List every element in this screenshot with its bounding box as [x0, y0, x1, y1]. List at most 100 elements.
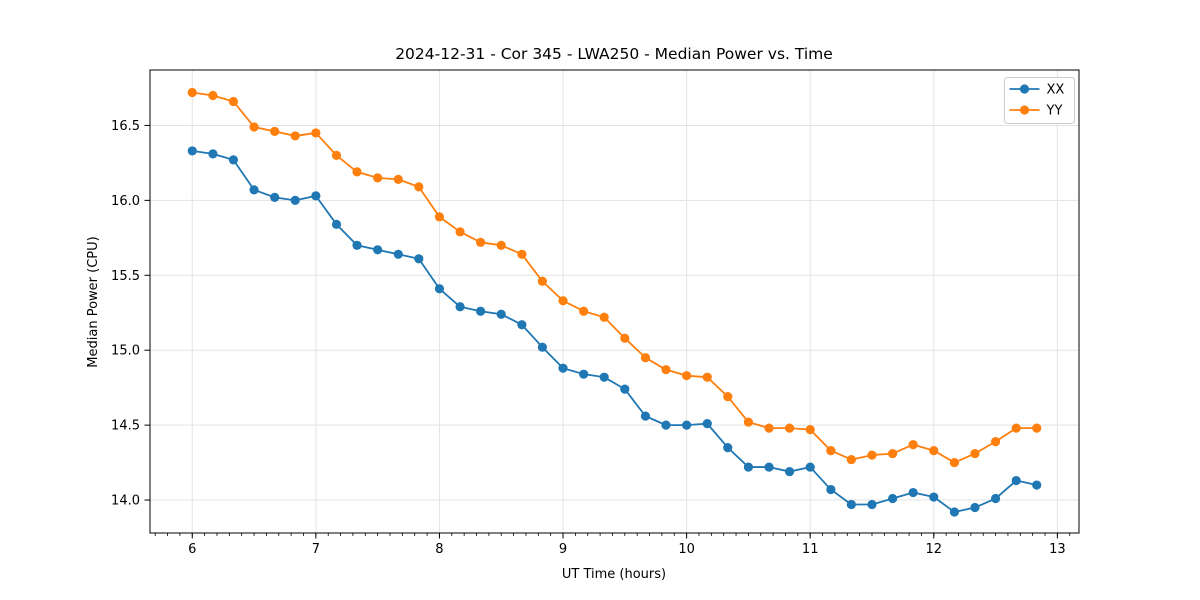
data-point-marker: [764, 462, 774, 472]
data-point-marker: [640, 411, 651, 421]
data-point-marker: [249, 122, 259, 132]
legend-label: YY: [1046, 104, 1063, 119]
data-point-marker: [475, 306, 486, 316]
data-point-marker: [373, 245, 383, 255]
data-point-marker: [434, 284, 445, 294]
data-point-marker: [187, 87, 197, 98]
data-point-marker: [990, 493, 1001, 504]
data-point-marker: [888, 448, 898, 459]
data-point-marker: [228, 96, 239, 107]
data-point-marker: [661, 420, 671, 430]
legend-marker: [1019, 105, 1030, 115]
data-point-marker: [496, 309, 506, 319]
data-point-marker: [537, 276, 547, 286]
data-point-marker: [393, 174, 403, 184]
data-point-marker: [949, 507, 960, 517]
data-point-marker: [805, 462, 815, 472]
data-point-marker: [764, 423, 774, 433]
data-point-marker: [970, 448, 980, 459]
data-point-marker: [331, 150, 342, 161]
data-point-marker: [620, 333, 630, 343]
data-point-marker: [579, 306, 589, 316]
data-point-marker: [723, 392, 733, 402]
x-tick-label: 12: [926, 542, 943, 557]
data-point-marker: [867, 450, 877, 460]
data-point-marker: [455, 302, 465, 312]
data-point-marker: [208, 90, 218, 101]
data-point-marker: [599, 312, 609, 322]
data-point-marker: [331, 219, 342, 229]
data-point-marker: [208, 149, 218, 159]
data-point-marker: [908, 487, 918, 498]
data-point-marker: [1011, 423, 1021, 433]
data-point-marker: [414, 254, 424, 264]
data-point-marker: [249, 185, 259, 195]
data-point-marker: [537, 342, 547, 352]
data-point-marker: [1011, 475, 1021, 486]
data-point-marker: [682, 371, 692, 381]
data-point-marker: [723, 442, 733, 453]
data-point-marker: [290, 195, 300, 205]
chart-title: 2024-12-31 - Cor 345 - LWA250 - Median P…: [395, 45, 833, 63]
data-point-marker: [702, 419, 712, 429]
data-point-marker: [888, 493, 898, 504]
data-point-marker: [970, 502, 980, 513]
data-point-marker: [270, 192, 280, 202]
y-tick-label: 15.0: [111, 344, 140, 359]
data-point-marker: [990, 436, 1001, 447]
data-point-marker: [352, 167, 362, 177]
data-point-marker: [579, 369, 589, 379]
data-point-marker: [784, 466, 795, 477]
data-point-marker: [373, 173, 383, 183]
x-tick-label: 6: [188, 542, 196, 557]
y-tick-label: 16.0: [111, 194, 140, 209]
data-point-marker: [743, 417, 754, 427]
data-point-marker: [929, 492, 939, 502]
data-point-marker: [702, 372, 712, 382]
data-point-marker: [826, 445, 836, 456]
x-tick-label: 9: [559, 542, 567, 557]
series-lines: [187, 87, 1042, 517]
y-axis-label: Median Power (CPU): [86, 236, 101, 367]
data-point-marker: [352, 240, 362, 250]
data-point-marker: [784, 423, 795, 433]
data-point-marker: [517, 249, 527, 259]
x-axis-label: UT Time (hours): [562, 567, 666, 582]
x-tick-label: 8: [435, 542, 443, 557]
y-tick-label: 14.0: [111, 494, 140, 509]
data-point-marker: [187, 146, 197, 156]
data-point-marker: [640, 353, 651, 363]
data-point-marker: [228, 155, 239, 165]
data-point-marker: [1032, 480, 1042, 490]
legend-item-xx: XX: [1009, 83, 1065, 98]
data-point-marker: [393, 249, 403, 259]
y-tick-label: 15.5: [111, 269, 140, 284]
data-point-marker: [826, 484, 836, 495]
data-point-marker: [805, 425, 815, 435]
series-xx: [187, 146, 1042, 517]
data-point-marker: [517, 320, 527, 330]
data-point-marker: [743, 462, 754, 472]
data-point-marker: [455, 227, 465, 237]
data-point-marker: [620, 384, 630, 394]
data-point-marker: [496, 240, 506, 250]
data-point-marker: [908, 439, 918, 450]
data-point-marker: [434, 212, 445, 222]
y-tick-label: 16.5: [111, 119, 140, 134]
x-tick-label: 13: [1049, 542, 1066, 557]
data-point-marker: [599, 372, 609, 382]
gridlines: [150, 70, 1079, 533]
legend-marker: [1019, 84, 1030, 94]
x-tick-label: 11: [802, 542, 819, 557]
series-line: [192, 150, 1037, 513]
data-point-marker: [949, 457, 960, 468]
y-tick-label: 14.5: [111, 419, 140, 434]
data-point-marker: [558, 296, 568, 306]
legend-label: XX: [1047, 83, 1065, 98]
data-point-marker: [929, 445, 939, 456]
x-tick-label: 10: [678, 542, 695, 557]
axes: 6 7 8 9 10 11 12 13 14.0 14.5 15.0 15.5 16.0 16.5: [111, 69, 1080, 557]
data-point-marker: [846, 454, 856, 465]
